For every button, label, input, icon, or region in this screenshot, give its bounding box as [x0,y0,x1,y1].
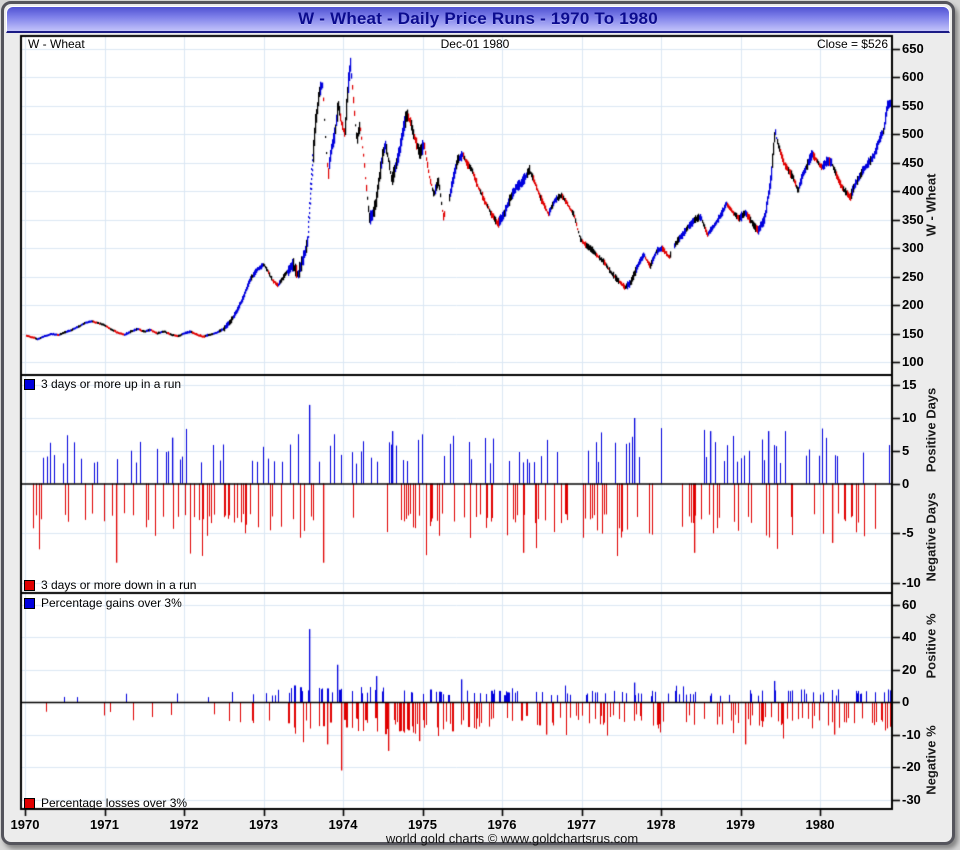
price-runs-chart-canvas [0,0,960,850]
